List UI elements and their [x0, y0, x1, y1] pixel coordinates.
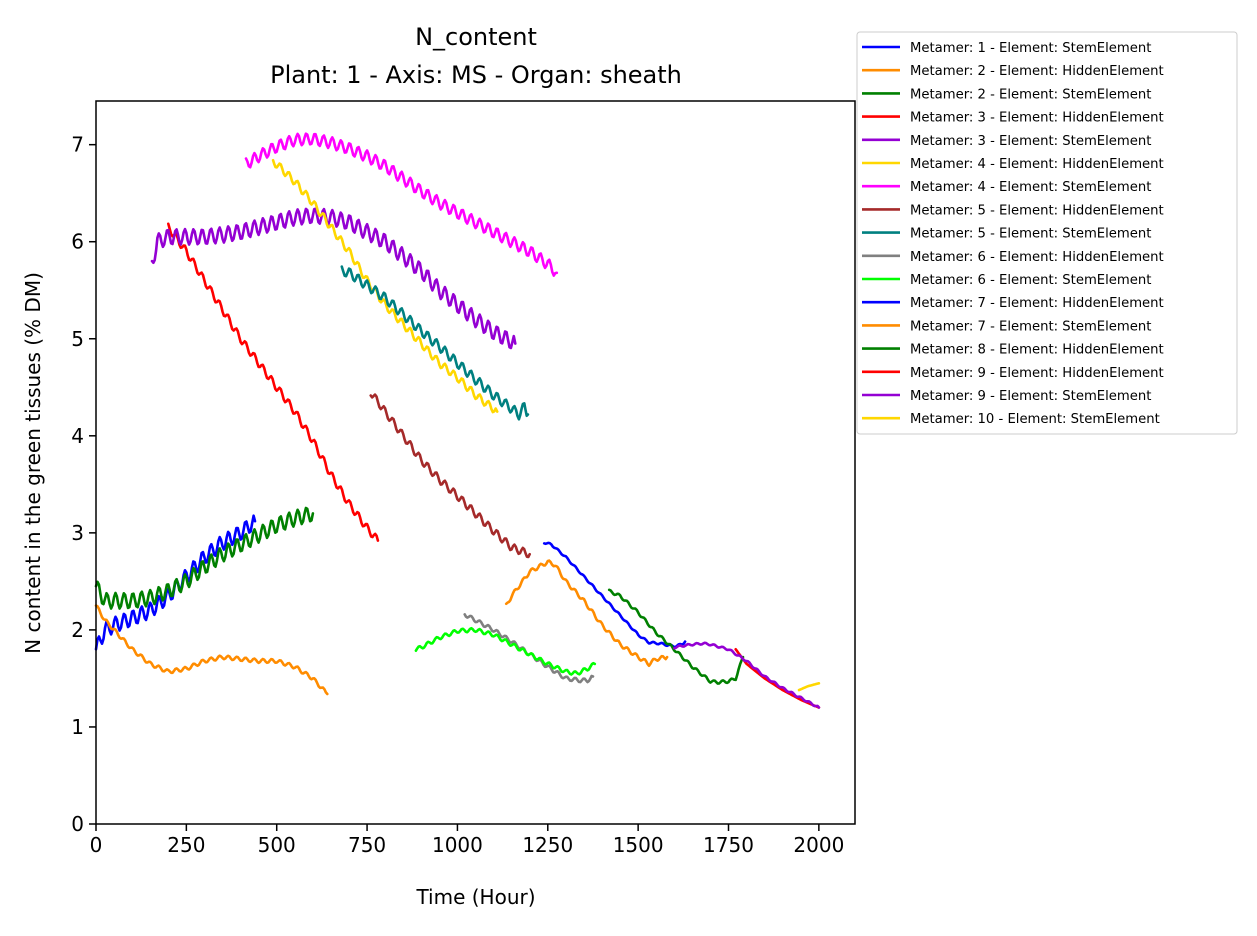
legend-label: Metamer: 4 - Element: StemElement — [910, 180, 1151, 195]
y-tick-label: 2 — [71, 618, 84, 642]
legend-label: Metamer: 8 - Element: HiddenElement — [910, 343, 1164, 358]
series-line-16 — [672, 641, 821, 709]
series-line-5 — [150, 207, 517, 350]
legend-label: Metamer: 2 - Element: StemElement — [910, 87, 1151, 102]
y-tick-label: 1 — [71, 715, 84, 739]
y-tick-label: 5 — [71, 327, 84, 351]
series-line-9 — [340, 265, 530, 421]
legend-label: Metamer: 6 - Element: StemElement — [910, 273, 1151, 288]
x-tick-label: 750 — [348, 833, 386, 857]
series-layer — [94, 132, 821, 709]
series-line-8 — [369, 393, 532, 559]
y-tick-label: 0 — [71, 812, 84, 836]
legend-label: Metamer: 10 - Element: StemElement — [910, 412, 1160, 427]
x-tick-label: 500 — [258, 833, 296, 857]
legend-label: Metamer: 5 - Element: HiddenElement — [910, 203, 1164, 218]
legend-label: Metamer: 6 - Element: HiddenElement — [910, 250, 1164, 265]
legend-label: Metamer: 5 - Element: StemElement — [910, 227, 1151, 242]
x-axis: 0 250 500 750 1000 1250 1500 1750 2000 — [90, 824, 844, 857]
legend-box — [856, 31, 1238, 435]
series-line-14 — [607, 588, 745, 685]
series-line-13 — [504, 559, 669, 668]
plot-frame — [95, 100, 856, 825]
series-line-4 — [167, 222, 380, 542]
series-line-2 — [94, 604, 329, 696]
x-tick-label: 2000 — [793, 833, 844, 857]
x-tick-label: 1750 — [703, 833, 754, 857]
y-axis-label: N content in the green tissues (% DM) — [21, 272, 45, 654]
legend-label: Metamer: 7 - Element: StemElement — [910, 319, 1151, 334]
series-line-12 — [542, 541, 687, 649]
y-tick-label: 4 — [71, 424, 84, 448]
x-tick-label: 1000 — [432, 833, 483, 857]
legend-label: Metamer: 3 - Element: StemElement — [910, 134, 1151, 149]
x-tick-label: 250 — [167, 833, 205, 857]
legend-label: Metamer: 4 - Element: HiddenElement — [910, 157, 1164, 172]
series-line-11 — [414, 626, 597, 676]
y-tick-label: 7 — [71, 133, 84, 157]
legend-label: Metamer: 3 - Element: HiddenElement — [910, 111, 1164, 126]
legend-label: Metamer: 7 - Element: HiddenElement — [910, 296, 1164, 311]
legend: Metamer: 1 - Element: StemElement Metamer… — [856, 31, 1238, 435]
chart-title: N_content — [415, 23, 537, 51]
legend-label: Metamer: 9 - Element: HiddenElement — [910, 366, 1164, 381]
x-tick-label: 1250 — [522, 833, 573, 857]
series-line-3 — [94, 506, 315, 610]
series-line-7 — [244, 132, 559, 277]
x-tick-label: 1500 — [613, 833, 664, 857]
y-axis: 0 1 2 3 4 5 6 7 — [71, 133, 96, 836]
chart-subtitle: Plant: 1 - Axis: MS - Organ: sheath — [270, 61, 682, 89]
legend-label: Metamer: 9 - Element: StemElement — [910, 389, 1151, 404]
x-axis-label: Time (Hour) — [415, 885, 535, 909]
x-tick-label: 0 — [90, 833, 103, 857]
series-line-17 — [797, 681, 821, 692]
y-tick-label: 3 — [71, 521, 84, 545]
series-line-6 — [271, 158, 499, 414]
y-tick-label: 6 — [71, 230, 84, 254]
legend-label: Metamer: 1 - Element: StemElement — [910, 41, 1151, 56]
legend-label: Metamer: 2 - Element: HiddenElement — [910, 64, 1164, 79]
